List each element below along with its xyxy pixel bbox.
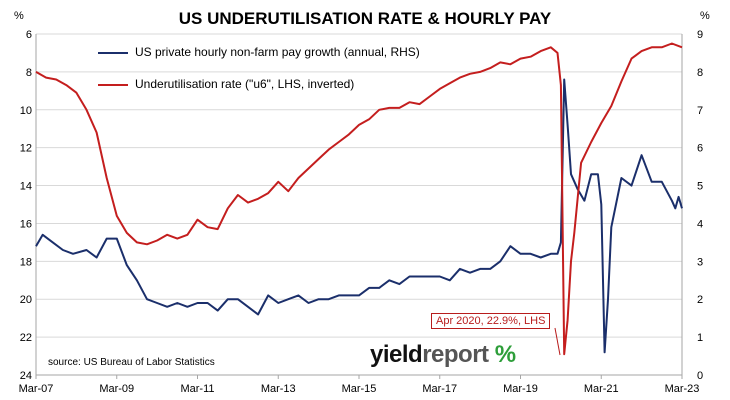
x-tick-label: Mar-09	[99, 383, 134, 395]
axes	[35, 34, 683, 379]
brand-logo: yieldreport %	[370, 341, 516, 369]
x-tick-label: Mar-23	[665, 383, 700, 395]
left-tick-label: 12	[20, 143, 32, 155]
right-tick-label: 8	[697, 67, 703, 79]
chart-title: US UNDERUTILISATION RATE & HOURLY PAY	[178, 9, 552, 28]
right-tick-label: 2	[697, 294, 703, 306]
right-tick-label: 4	[697, 218, 703, 230]
u6-series-line	[35, 42, 683, 356]
right-axis-unit: %	[700, 10, 710, 22]
x-tick-label: Mar-07	[19, 383, 54, 395]
left-tick-label: 24	[20, 370, 32, 382]
legend-swatches	[98, 52, 128, 86]
source-note: source: US Bureau of Labor Statistics	[48, 357, 215, 368]
left-tick-label: 18	[20, 256, 32, 268]
x-tick-label: Mar-15	[342, 383, 377, 395]
legend-label-u6: Underutilisation rate ("u6", LHS, invert…	[135, 77, 355, 91]
x-tick-label: Mar-13	[261, 383, 296, 395]
right-tick-label: 0	[697, 370, 703, 382]
brand-part-2: report	[422, 341, 489, 368]
right-tick-label: 5	[697, 181, 703, 193]
right-tick-label: 7	[697, 105, 703, 117]
left-tick-label: 14	[20, 181, 32, 193]
brand-part-3: %	[488, 341, 516, 368]
pay-growth-series-line	[35, 78, 683, 354]
x-tick-label: Mar-11	[180, 383, 214, 395]
left-tick-label: 8	[26, 67, 32, 79]
left-tick-label: 6	[26, 29, 32, 41]
x-tick-label: Mar-19	[503, 383, 538, 395]
annotation-leader	[554, 327, 561, 356]
left-tick-label: 16	[20, 218, 32, 230]
brand-part-1: yield	[370, 341, 423, 368]
right-tick-label: 3	[697, 256, 703, 268]
left-axis-unit: %	[14, 10, 24, 22]
left-tick-label: 10	[20, 105, 32, 117]
x-tick-label: Mar-17	[422, 383, 457, 395]
right-tick-label: 1	[697, 332, 703, 344]
left-tick-label: 22	[20, 332, 32, 344]
right-tick-label: 9	[697, 29, 703, 41]
legend-label-pay: US private hourly non-farm pay growth (a…	[135, 45, 420, 59]
series-lines	[35, 42, 683, 356]
annotation-label: Apr 2020, 22.9%, LHS	[431, 313, 551, 329]
right-tick-label: 6	[697, 143, 703, 155]
x-tick-label: Mar-21	[584, 383, 619, 395]
gridlines	[36, 33, 682, 376]
left-tick-label: 20	[20, 294, 32, 306]
